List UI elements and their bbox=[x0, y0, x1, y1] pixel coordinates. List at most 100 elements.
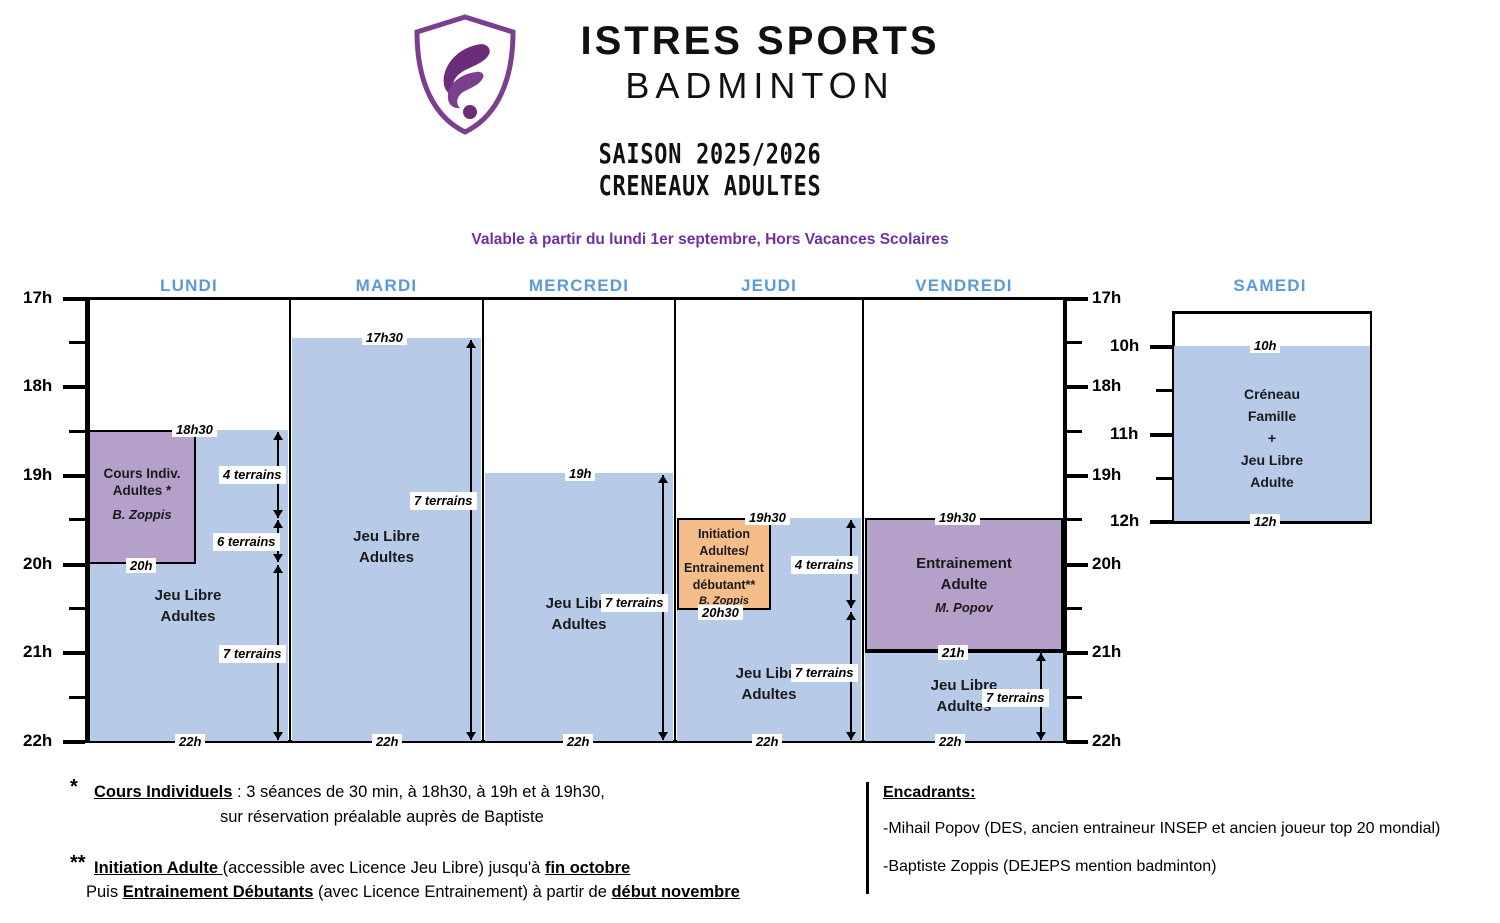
court-arrow-mardi-7 bbox=[466, 340, 476, 740]
court-count-jeudi-4: 4 terrains bbox=[791, 556, 858, 574]
day-header-mercredi: MERCREDI bbox=[528, 276, 630, 295]
slot-label-line1: Cours Indiv. bbox=[103, 466, 181, 481]
slot-label-line2: Adultes/ bbox=[699, 544, 749, 558]
right-axis-line bbox=[1064, 298, 1067, 742]
slot-label-line2: Adultes bbox=[160, 608, 216, 625]
time-tag-22h: 22h bbox=[563, 734, 594, 749]
time-tag-22h: 22h bbox=[752, 734, 783, 749]
footnote-star-1: * bbox=[70, 776, 78, 798]
slot-jeudi-initiation[interactable]: Initiation Adultes/ Entrainement débutan… bbox=[677, 518, 771, 610]
footnote-1-line2: sur réservation préalable auprès de Bapt… bbox=[220, 808, 544, 826]
time-tag-samedi-10h: 10h bbox=[1250, 338, 1281, 353]
season-line1: SAISON 2025/2026 bbox=[598, 137, 822, 170]
slot-samedi-creneau-famille[interactable]: Créneau Famille + Jeu Libre Adulte bbox=[1174, 346, 1370, 521]
grid-top-line bbox=[85, 297, 1067, 300]
footnote-2-mid: (accessible avec Licence Jeu Libre) jusq… bbox=[222, 859, 545, 877]
time-tag-1830: 18h30 bbox=[172, 422, 217, 437]
axis-label-r-22h: 22h bbox=[1092, 731, 1122, 750]
slot-label-line2: Adultes bbox=[936, 698, 992, 715]
club-logo-icon bbox=[410, 12, 520, 137]
slot-label-line4: débutant** bbox=[692, 578, 756, 592]
tick-r-2030 bbox=[1066, 607, 1082, 610]
footnote-2-line2: Puis Entrainement Débutants (avec Licenc… bbox=[86, 880, 860, 904]
slot-vendredi-entrainement[interactable]: Entrainement Adulte M. Popov bbox=[865, 518, 1063, 651]
court-count-mardi-7: 7 terrains bbox=[410, 492, 477, 510]
samedi-right-edge bbox=[1370, 312, 1372, 523]
tick-1830 bbox=[69, 430, 85, 433]
brand-title: ISTRES SPORTS BADMINTON bbox=[530, 18, 990, 108]
court-count-lundi-4: 4 terrains bbox=[219, 466, 286, 484]
tick-r-1930 bbox=[1066, 518, 1082, 521]
footnote-1-text: : 3 séances de 30 min, à 18h30, à 19h et… bbox=[232, 783, 605, 801]
footnote-1-title: Cours Individuels bbox=[94, 783, 233, 801]
time-tag-20h: 20h bbox=[126, 558, 157, 573]
slot-label-line3: Entrainement bbox=[684, 561, 764, 575]
slot-label-line3: + bbox=[1267, 430, 1277, 446]
slot-label-line4: Jeu Libre bbox=[1240, 452, 1304, 468]
tick-17h bbox=[63, 297, 85, 301]
footnote-star-2: ** bbox=[70, 852, 86, 874]
schedule-chart: LUNDI MARDI MERCREDI JEUDI VENDREDI SAME… bbox=[0, 270, 1500, 770]
slot-label-line2: Famille bbox=[1247, 408, 1297, 424]
court-count-lundi-7: 7 terrains bbox=[219, 645, 286, 663]
axis-label-11h: 11h bbox=[1110, 424, 1139, 443]
court-count-mercredi-7: 7 terrains bbox=[601, 594, 668, 612]
tick-22h bbox=[63, 740, 85, 744]
day-header-vendredi: VENDREDI bbox=[915, 276, 1013, 295]
time-tag-19h: 19h bbox=[565, 466, 596, 481]
footnotes: * Cours Individuels : 3 séances de 30 mi… bbox=[70, 776, 860, 910]
tick-r-22h bbox=[1066, 740, 1088, 744]
tick-1930 bbox=[69, 518, 85, 521]
col-sep-mardi-mercredi bbox=[482, 298, 484, 741]
court-count-lundi-6: 6 terrains bbox=[213, 533, 280, 551]
slot-label-line1: Entrainement bbox=[916, 555, 1012, 572]
col-edge-vendredi-right bbox=[1063, 298, 1065, 741]
footnote-1-line1: Cours Individuels : 3 séances de 30 min,… bbox=[94, 780, 860, 804]
time-tag-21h: 21h bbox=[938, 645, 969, 660]
footnote-2-end: fin octobre bbox=[544, 859, 631, 877]
footnote-2-title: Initiation Adulte bbox=[94, 859, 223, 877]
time-tag-1930: 19h30 bbox=[745, 510, 790, 525]
slot-coach: B. Zoppis bbox=[112, 507, 172, 522]
tick-2130 bbox=[69, 696, 85, 699]
axis-label-r-21h: 21h bbox=[1092, 642, 1122, 661]
footnote-initiation-adulte: ** Initiation Adulte (accessible avec Li… bbox=[70, 852, 860, 904]
slot-label-line5: Adulte bbox=[1250, 474, 1294, 490]
time-tag-1730: 17h30 bbox=[362, 330, 407, 345]
axis-label-20h: 20h bbox=[23, 554, 53, 573]
slot-label-line2: Adultes bbox=[741, 686, 797, 703]
slot-label-line2: Adultes bbox=[358, 549, 414, 566]
axis-label-12h: 12h bbox=[1110, 511, 1140, 530]
club-name-line2: BADMINTON bbox=[625, 65, 895, 106]
axis-label-r-19h: 19h bbox=[1092, 465, 1122, 484]
tick-21h bbox=[63, 651, 85, 655]
tick-r-18h bbox=[1066, 385, 1088, 389]
slot-label-line1: Jeu Libre bbox=[353, 528, 420, 545]
staff-title: Encadrants: bbox=[883, 784, 976, 801]
axis-label-r-17h: 17h bbox=[1092, 288, 1122, 307]
tick-10h bbox=[1150, 345, 1172, 349]
slot-mardi-jeu-libre[interactable]: Jeu Libre Adultes bbox=[292, 338, 481, 741]
tick-19h bbox=[63, 474, 85, 478]
slot-label-line2: Adultes * bbox=[112, 483, 172, 498]
day-header-jeudi: JEUDI bbox=[740, 276, 798, 295]
validity-subtitle: Valable à partir du lundi 1er septembre,… bbox=[471, 231, 949, 248]
tick-1030 bbox=[1156, 389, 1172, 392]
footnote-2-l2-title: Entrainement Débutants bbox=[122, 883, 314, 901]
season-title: SAISON 2025/2026 CRENEAUX ADULTES bbox=[492, 138, 929, 202]
time-tag-22h: 22h bbox=[175, 734, 206, 749]
tick-1130 bbox=[1156, 477, 1172, 480]
staff-item-zoppis: -Baptiste Zoppis (DEJEPS mention badmint… bbox=[883, 858, 1217, 875]
axis-label-10h: 10h bbox=[1110, 336, 1140, 355]
tick-r-1830 bbox=[1066, 430, 1082, 433]
slot-lundi-cours-individuel[interactable]: Cours Indiv. Adultes * B. Zoppis bbox=[88, 430, 196, 564]
day-header-lundi: LUNDI bbox=[160, 276, 218, 295]
tick-r-2130 bbox=[1066, 696, 1082, 699]
col-sep-jeudi-vendredi bbox=[862, 298, 864, 741]
court-count-jeudi-7: 7 terrains bbox=[791, 664, 858, 682]
axis-label-21h: 21h bbox=[23, 642, 53, 661]
col-edge-lundi-left bbox=[88, 298, 90, 741]
axis-label-19h: 19h bbox=[23, 465, 53, 484]
footnote-2-l2-mid: (avec Licence Entrainement) à partir de bbox=[313, 883, 612, 901]
slot-label-line1: Jeu Libre bbox=[154, 587, 222, 604]
